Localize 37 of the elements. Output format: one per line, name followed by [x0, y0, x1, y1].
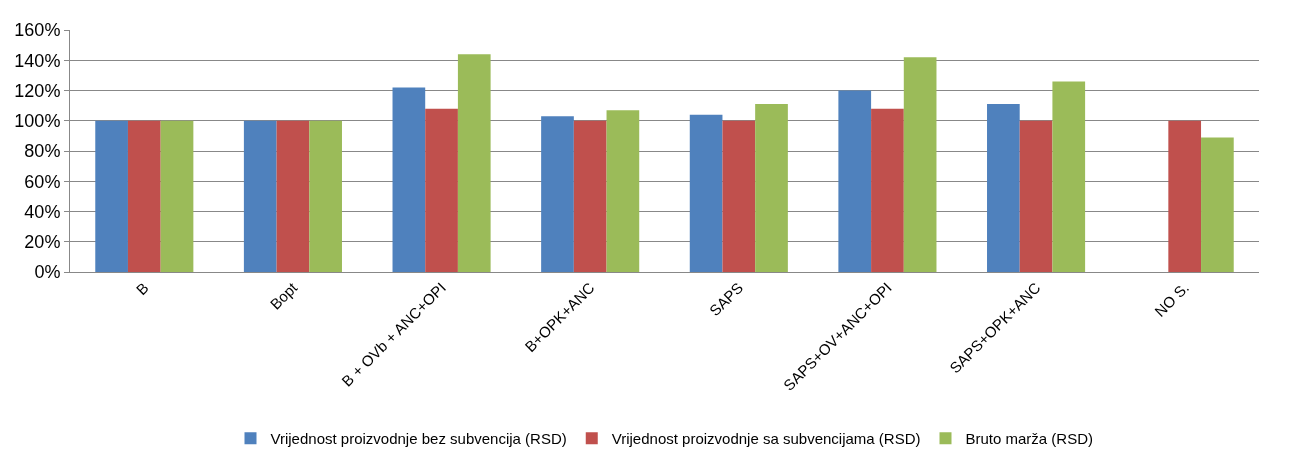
bar: [541, 116, 574, 272]
bar: [127, 120, 161, 272]
y-tick-label: 60%: [24, 171, 61, 192]
legend-label: Vrijednost proizvodnje sa subvencijama (RSD): [611, 430, 921, 448]
bar: [392, 87, 426, 272]
bar: [722, 120, 756, 272]
y-tick-label: 20%: [24, 232, 61, 253]
bar: [987, 104, 1020, 272]
y-tick-label: 40%: [24, 201, 61, 222]
bar: [1019, 120, 1053, 272]
bar: [457, 54, 491, 272]
bar: [755, 104, 788, 272]
y-tick-label: 120%: [14, 80, 61, 101]
bar: [425, 108, 458, 272]
bar: [309, 120, 342, 272]
bar: [243, 120, 277, 272]
y-tick-label: 0%: [34, 262, 61, 283]
y-tick-label: 80%: [24, 141, 61, 162]
x-tick-label: B: [132, 278, 152, 299]
bar: [871, 108, 904, 272]
y-tick-label: 160%: [14, 20, 61, 41]
bar: [903, 57, 937, 272]
bar: [606, 110, 640, 272]
legend-label: Vrijednost proizvodnje bez subvencija (RSD): [270, 430, 567, 448]
bar: [160, 120, 194, 272]
bar: [276, 120, 310, 272]
bar: [838, 90, 872, 272]
bar: [1052, 81, 1086, 272]
y-tick-label: 100%: [14, 111, 61, 132]
bar: [95, 120, 128, 272]
x-tick-label: NO S.: [1151, 278, 1193, 320]
y-tick-label: 140%: [14, 50, 61, 71]
legend-label: Bruto marža (RSD): [965, 430, 1094, 448]
bar: [689, 114, 723, 272]
bar: [1201, 137, 1234, 272]
bar: [1168, 120, 1202, 272]
bar: [573, 120, 607, 272]
